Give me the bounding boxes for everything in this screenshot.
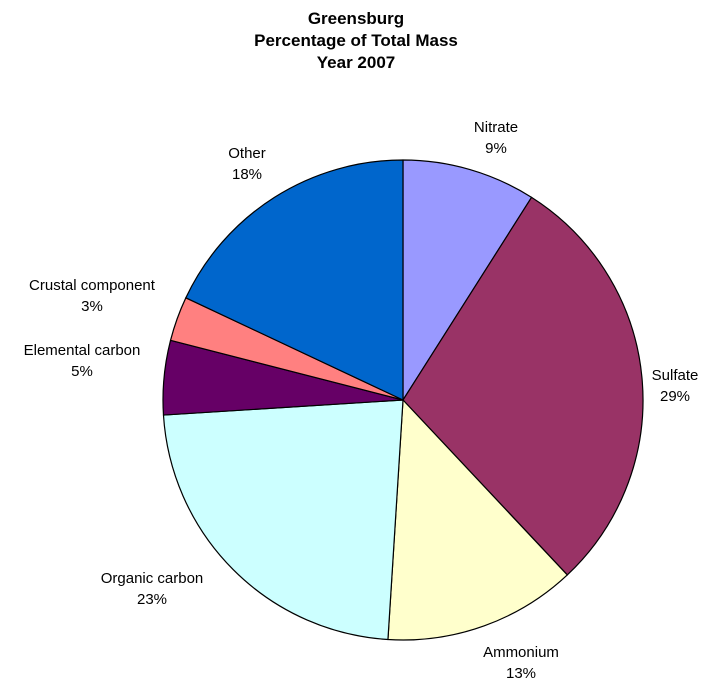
slice-label-name: Elemental carbon bbox=[24, 342, 141, 359]
chart-title-block: Greensburg Percentage of Total Mass Year… bbox=[0, 8, 712, 74]
slice-label-name: Crustal component bbox=[29, 277, 156, 294]
slice-label-name: Ammonium bbox=[483, 644, 559, 661]
chart-title: Greensburg bbox=[307, 9, 405, 28]
slice-label-name: Sulfate bbox=[652, 367, 699, 384]
slice-label-name: Nitrate bbox=[474, 119, 518, 136]
slice-label-name: Organic carbon bbox=[101, 570, 204, 587]
pie-slice-organic-carbon bbox=[162, 399, 404, 641]
pie-slice-nitrate bbox=[402, 159, 533, 401]
pie-slice-other bbox=[185, 159, 404, 401]
slice-label-name: Other bbox=[228, 145, 266, 162]
pie-slices bbox=[162, 159, 644, 641]
slice-label-percent: 29% bbox=[660, 388, 690, 405]
pie-slice-sulfate bbox=[402, 196, 644, 576]
pie-labels: Nitrate 9% Sulfate 29% Ammonium 13% Organic ca… bbox=[24, 119, 699, 681]
slice-label-percent: 18% bbox=[232, 166, 262, 183]
slice-label-percent: 13% bbox=[506, 665, 536, 681]
slice-label-percent: 9% bbox=[485, 140, 507, 157]
chart-subtitle-year: Year 2007 bbox=[316, 53, 396, 72]
pie-slice-ammonium bbox=[387, 399, 568, 641]
slice-label-percent: 5% bbox=[71, 363, 93, 380]
slice-label-percent: 23% bbox=[137, 591, 167, 608]
chart-subtitle: Percentage of Total Mass bbox=[254, 31, 458, 50]
slice-label-percent: 3% bbox=[81, 298, 103, 315]
